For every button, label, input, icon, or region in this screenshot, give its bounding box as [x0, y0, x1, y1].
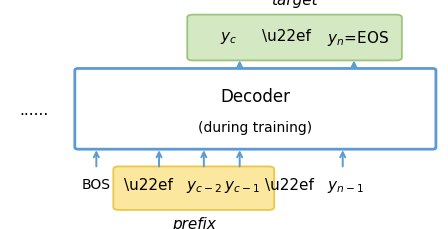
FancyBboxPatch shape — [187, 16, 402, 61]
Text: target: target — [271, 0, 318, 8]
Text: $y_c$: $y_c$ — [220, 30, 237, 46]
Text: $y_{n-1}$: $y_{n-1}$ — [327, 179, 364, 195]
Text: $y_n$=EOS: $y_n$=EOS — [327, 29, 389, 48]
FancyBboxPatch shape — [75, 69, 436, 150]
Text: \u22ef: \u22ef — [124, 177, 173, 192]
Text: BOS: BOS — [82, 177, 111, 191]
Text: $y_{c-1}$: $y_{c-1}$ — [224, 179, 260, 195]
Text: (during training): (during training) — [198, 120, 312, 134]
Text: \u22ef: \u22ef — [264, 177, 314, 192]
Text: ......: ...... — [19, 102, 48, 117]
Text: $y_{c-2}$: $y_{c-2}$ — [186, 179, 222, 195]
Text: Decoder: Decoder — [220, 87, 290, 105]
Text: \u22ef: \u22ef — [262, 29, 311, 44]
FancyBboxPatch shape — [113, 167, 274, 210]
Text: prefix: prefix — [172, 216, 215, 229]
